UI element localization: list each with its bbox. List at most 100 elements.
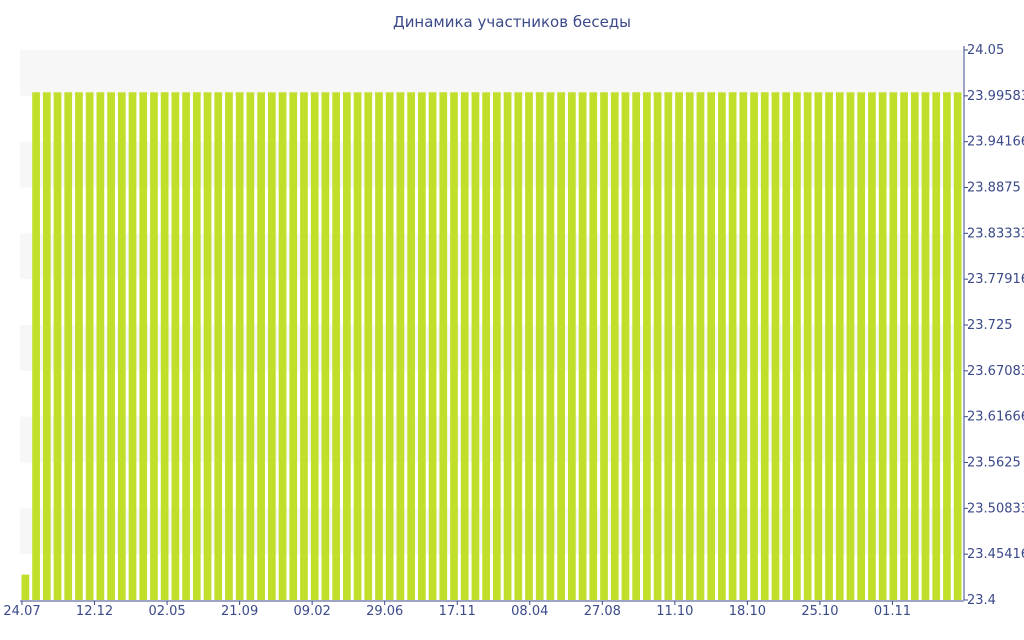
- bar: [107, 92, 115, 600]
- bar: [235, 92, 244, 600]
- bar: [889, 92, 898, 600]
- x-tick-label: 17.11: [439, 604, 476, 619]
- y-tick-label: 23.5625: [967, 456, 1021, 471]
- bar: [75, 92, 83, 600]
- bar: [342, 92, 351, 600]
- x-tick-label: 25.10: [801, 604, 838, 619]
- bar: [310, 92, 319, 600]
- bar: [621, 92, 630, 600]
- y-tick-label: 23.61666: [967, 410, 1024, 425]
- bar: [192, 92, 201, 600]
- bar: [332, 92, 340, 600]
- bar: [675, 92, 683, 600]
- bar: [53, 92, 62, 600]
- y-tick-label: 24.05: [967, 43, 1004, 58]
- bar: [685, 92, 694, 600]
- bar: [643, 92, 651, 600]
- bar: [835, 92, 844, 600]
- bar: [900, 92, 908, 600]
- x-tick-label: 27.08: [584, 604, 621, 619]
- bar: [182, 92, 190, 600]
- bar: [428, 92, 437, 600]
- bar: [557, 92, 566, 600]
- bar: [728, 92, 737, 600]
- bar: [171, 92, 180, 600]
- bar: [482, 92, 490, 600]
- x-tick-label: 01.11: [874, 604, 911, 619]
- x-tick-label: 08.04: [511, 604, 548, 619]
- chart-title: Динамика участников беседы: [392, 13, 632, 31]
- y-tick-label: 23.725: [967, 318, 1013, 333]
- bar: [632, 92, 641, 600]
- x-tick-label: 11.10: [656, 604, 693, 619]
- bar: [300, 92, 308, 600]
- bar: [535, 92, 544, 600]
- bar: [825, 92, 833, 600]
- bar: [21, 574, 30, 600]
- y-tick-label: 23.77916: [967, 272, 1024, 287]
- bar: [278, 92, 287, 600]
- bar: [85, 92, 94, 600]
- x-tick-label: 09.02: [294, 604, 331, 619]
- bar: [203, 92, 212, 600]
- x-tick-label: 18.10: [729, 604, 766, 619]
- bar: [503, 92, 512, 600]
- bar: [589, 92, 598, 600]
- bar: [878, 92, 887, 600]
- bar: [375, 92, 383, 600]
- bar: [32, 92, 40, 600]
- bar: [96, 92, 105, 600]
- bar: [525, 92, 533, 600]
- bar: [257, 92, 265, 600]
- bar: [514, 92, 523, 600]
- bar: [868, 92, 876, 600]
- bar: [718, 92, 726, 600]
- y-tick-label: 23.99583: [967, 89, 1024, 104]
- x-tick-label: 02.05: [148, 604, 185, 619]
- x-axis: 24.07 12.12 02.05 21.09 09.02 29.06 17.11 08.04…: [3, 600, 964, 619]
- bar: [953, 92, 962, 600]
- bars: [21, 92, 962, 600]
- bar: [225, 92, 233, 600]
- bar: [353, 92, 362, 600]
- bar: [707, 92, 716, 600]
- bar: [750, 92, 758, 600]
- y-tick-label: 23.50833: [967, 501, 1024, 516]
- bar: [289, 92, 298, 600]
- y-tick-label: 23.83333: [967, 226, 1024, 241]
- bar: [910, 92, 919, 600]
- y-tick-label: 23.45416: [967, 547, 1024, 562]
- bar: [460, 92, 469, 600]
- bar: [128, 92, 137, 600]
- x-tick-label: 21.09: [221, 604, 258, 619]
- y-tick-label: 23.8875: [967, 181, 1021, 196]
- bar: [846, 92, 855, 600]
- y-axis: 24.05 23.99583 23.94166 23.8875 23.83333 23.7…: [963, 43, 1024, 608]
- bar: [150, 92, 158, 600]
- bar: [42, 92, 51, 600]
- bar: [471, 92, 480, 600]
- bar: [782, 92, 791, 600]
- bar: [814, 92, 823, 600]
- bar: [771, 92, 780, 600]
- bar: [943, 92, 951, 600]
- bar: [578, 92, 587, 600]
- bar: [921, 92, 930, 600]
- bar: [139, 92, 148, 600]
- bar: [600, 92, 608, 600]
- bar: [246, 92, 255, 600]
- bar: [760, 92, 769, 600]
- bar: [407, 92, 415, 600]
- bar: [493, 92, 501, 600]
- x-tick-label: 29.06: [366, 604, 403, 619]
- bar: [932, 92, 941, 600]
- x-tick-label: 12.12: [76, 604, 113, 619]
- bar: [793, 92, 801, 600]
- y-tick-label: 23.67083: [967, 364, 1024, 379]
- bar: [417, 92, 426, 600]
- bar: [696, 92, 705, 600]
- bar: [160, 92, 169, 600]
- bar: [664, 92, 673, 600]
- bar: [803, 92, 812, 600]
